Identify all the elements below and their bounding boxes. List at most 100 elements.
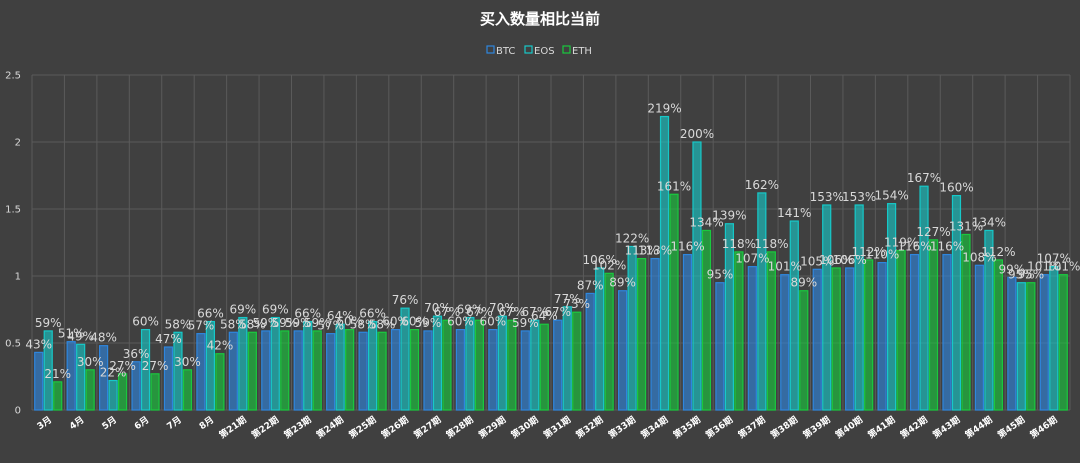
data-label-eos: 160% [939,181,973,195]
y-tick-label: 0 [15,406,21,417]
bar-eos [854,204,864,411]
bar-eth [247,331,257,411]
data-label-eos: 139% [712,209,746,223]
bar-eos [140,329,151,411]
data-label-eth: 112% [981,245,1015,259]
legend-label-eth: ETH [572,46,592,57]
x-tick-label: 第37期 [736,414,768,441]
data-label-eos: 200% [680,127,714,141]
bar-eos [886,203,897,411]
legend: BTC EOS ETH [486,45,592,57]
data-label-eth: 58% [239,317,266,331]
bar-btc [488,329,498,411]
bar-eth [377,331,387,411]
bar-eos [43,330,53,411]
x-tick-label: 第43期 [930,414,962,441]
chart-title: 买入数量相比当前 [480,10,600,28]
x-tick-label: 第29期 [476,414,508,441]
data-label-btc: 59% [252,316,279,330]
data-label-eth: 27% [109,359,136,373]
x-tick-label: 第21期 [217,414,249,441]
bar-btc [390,329,401,411]
data-label-eth: 30% [77,355,104,369]
bar-eth [182,369,193,411]
bar-btc [196,333,206,411]
bar-eos [951,195,962,411]
bar-eos [595,267,605,411]
data-label-btc: 60% [480,315,507,329]
bar-eth [993,259,1004,411]
bar-eth [539,323,549,411]
y-axis: 0 0.5 1 1.5 2 2.5 [5,71,21,417]
data-label-btc: 59% [512,316,539,330]
bar-btc [66,341,76,411]
bar-eos [335,323,345,411]
data-label-btc: 116% [930,240,964,254]
data-label-eos: 66% [294,307,321,321]
data-label-btc: 116% [670,240,704,254]
data-label-eth: 161% [657,179,691,193]
legend-swatch-eos [524,45,533,54]
bar-eth [669,193,679,411]
data-label-eos: 219% [647,102,681,116]
data-labels: 43%59%21%51%49%30%48%22%27%36%60%27%47%5… [25,102,1080,381]
bar-eos [530,319,540,411]
bar-btc [747,266,757,411]
x-tick-label: 第27期 [411,414,443,441]
data-label-eos: 141% [777,206,811,220]
bar-eos [108,379,118,411]
bar-eth [442,319,452,411]
x-tick-label: 第36期 [703,414,735,441]
bar-eth [150,373,160,411]
bar-btc [228,331,238,411]
y-tick-label: 2 [15,138,21,149]
data-label-eos: 77% [554,292,581,306]
x-axis: 3月 4月 5月 6月 7月 8月 第21期 第22期 第23期 第24期 第25期 第26期 第27期… [35,414,1059,441]
data-label-eth: 73% [563,297,590,311]
data-label-eth: 102% [592,258,626,272]
legend-swatch-eth [562,45,571,54]
gridlines [31,74,1071,411]
data-label-eos: 107% [1037,252,1071,266]
x-tick-label: 5月 [100,414,119,432]
data-label-eth: 119% [884,236,918,250]
bar-btc [974,264,985,411]
bar-eth [636,257,647,411]
data-label-btc: 108% [962,250,996,264]
bar-eos [919,185,929,411]
bar-eos [270,316,280,411]
x-tick-label: 第23期 [282,414,314,441]
data-label-btc: 116% [897,240,931,254]
data-label-btc: 51% [58,327,85,341]
data-label-eth: 60% [401,315,428,329]
data-label-btc: 107% [735,252,769,266]
bar-btc [455,329,466,411]
bar-eos [238,316,248,411]
x-tick-label: 7月 [165,414,184,432]
bar-eos [400,307,410,411]
legend-label-eos: EOS [534,46,555,57]
bar-eth [701,229,712,411]
bar-eos [1049,266,1059,411]
data-label-eth: 67% [499,305,526,319]
bar-eos [497,315,507,411]
data-label-eos: 49% [67,329,94,343]
data-label-eth: 118% [754,237,788,251]
bar-btc [34,351,44,411]
bar-eos [984,229,994,411]
x-tick-label: 第28期 [444,414,476,441]
legend-label-btc: BTC [496,46,515,57]
data-label-eos: 64% [327,309,354,323]
bar-eth [1026,282,1036,411]
data-label-eos: 67% [521,305,548,319]
bar-eth [572,311,582,411]
legend-swatch-btc [486,45,495,54]
bar-btc [293,330,303,411]
data-label-eos: 153% [842,190,876,204]
bar-eos [822,204,832,411]
bar-eos [432,315,443,411]
x-tick-label: 第31期 [541,414,573,441]
bar-eos [692,141,702,411]
data-label-eos: 134% [972,215,1006,229]
x-tick-label: 第34期 [638,414,670,441]
